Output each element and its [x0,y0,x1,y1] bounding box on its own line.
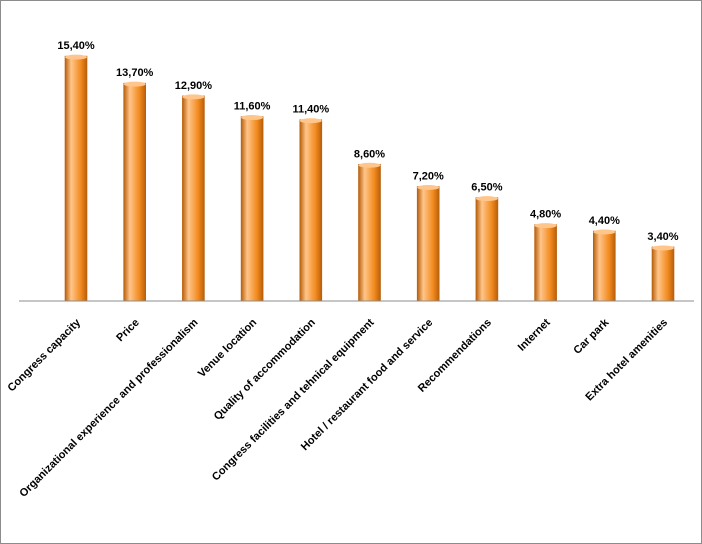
bar-5 [299,119,323,302]
data-label-10: 4,40% [589,215,620,227]
bar-8 [475,197,499,302]
bar-9 [534,224,557,302]
category-label-10: Car park [571,316,612,357]
data-label-4: 11,60% [234,101,271,113]
category-label-9: Internet [516,316,553,353]
category-label-2: Price [114,317,142,345]
bars-group [64,54,675,302]
data-label-9: 4,80% [530,209,561,221]
bar-cap-9 [534,223,557,229]
data-label-11: 3,40% [647,231,678,243]
bar-cap-6 [358,162,381,168]
category-label-5: Quality of accommodation [212,316,318,422]
data-label-2: 13,70% [116,67,154,79]
bar-4 [240,116,264,302]
category-label-1: Congress capacity [5,316,83,394]
category-label-7: Hotel / restaurant food and service [299,317,435,453]
bar-7 [416,186,440,302]
bar-cap-3 [182,94,205,100]
bar-cap-5 [299,118,322,124]
data-label-8: 6,50% [471,182,502,194]
data-label-5: 11,40% [292,104,329,116]
bar-cap-2 [123,81,146,87]
data-labels-group: 15,40% 13,70% 12,90% 11,60% 11,40% 8,60% 7,20%… [57,40,678,243]
category-label-3: Organizational experience and profession… [17,316,200,499]
bar-11 [651,246,675,302]
bar-cap-4 [241,115,264,121]
bar-2 [123,82,146,302]
bar-cap-10 [593,229,616,235]
data-label-1: 15,40% [57,40,95,52]
bar-1 [64,55,88,302]
bar-cap-8 [475,196,498,202]
bar-cap-7 [417,185,440,191]
bar-3 [182,95,205,302]
data-label-6: 8,60% [354,148,385,160]
bar-cap-1 [65,54,87,60]
bar-6 [358,163,381,302]
bar-cap-11 [652,245,674,251]
data-label-3: 12,90% [175,80,213,92]
bar-10 [592,230,616,302]
data-label-7: 7,20% [413,171,444,183]
category-label-4: Venue location [196,316,260,380]
